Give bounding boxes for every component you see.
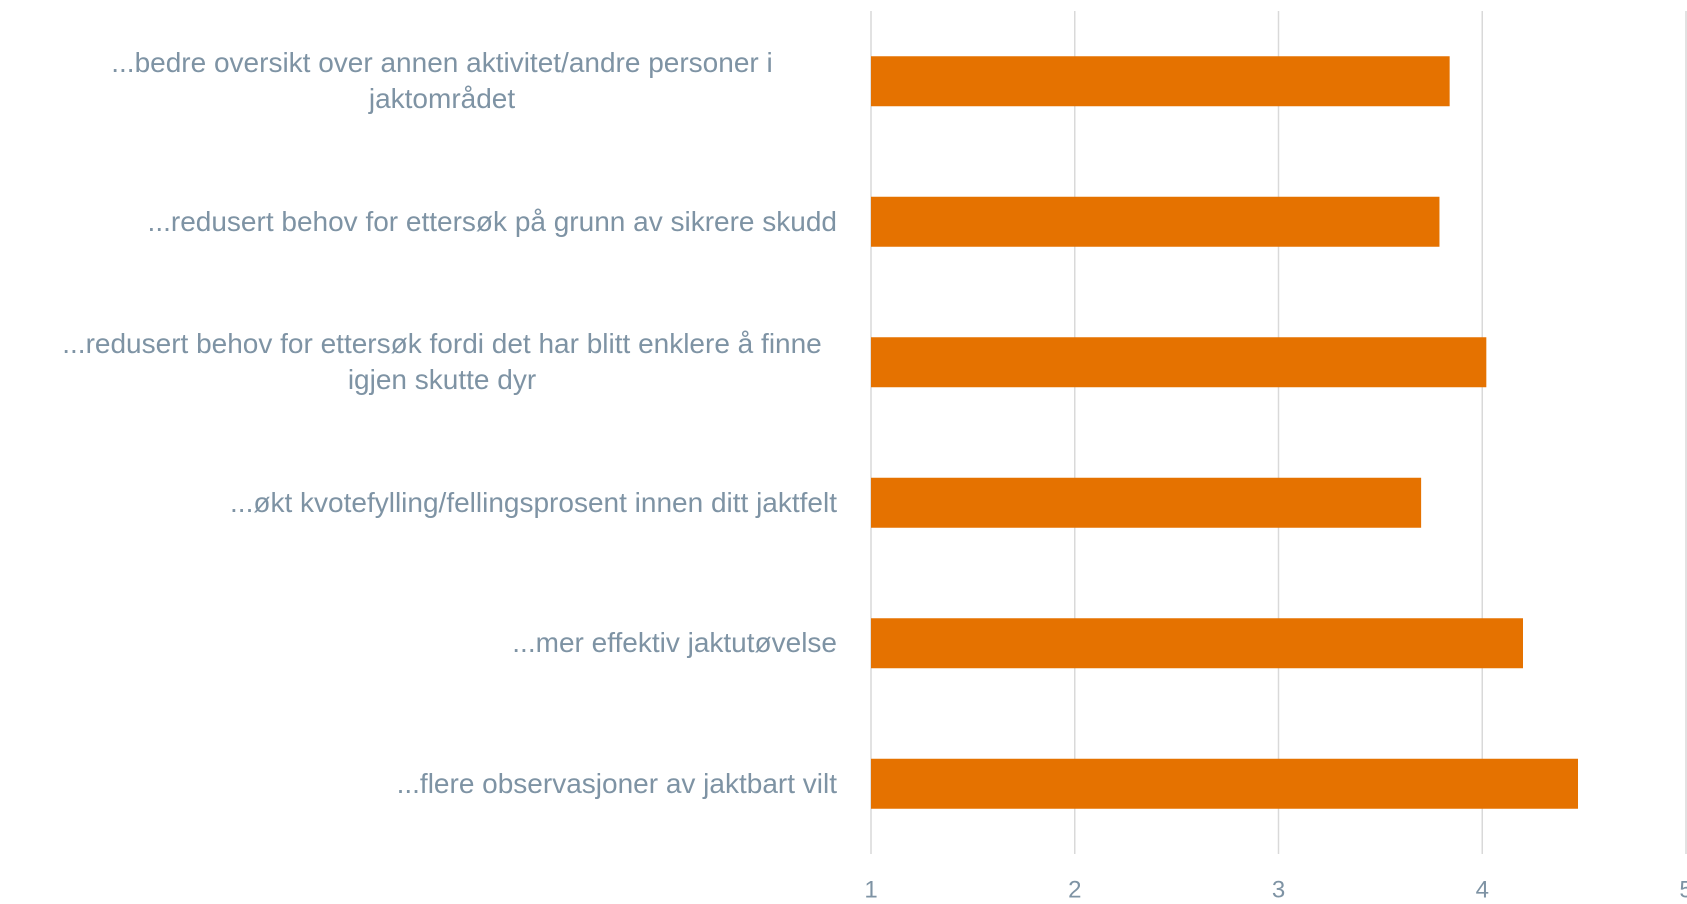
bar <box>871 337 1487 388</box>
x-tick-label: 4 <box>1476 876 1489 903</box>
category-label: ...flere observasjoner av jaktbart vilt <box>396 767 837 799</box>
bar <box>871 56 1450 107</box>
category-label: ...bedre oversikt over annen aktivitet/a… <box>111 47 773 115</box>
x-tick-label: 3 <box>1272 876 1285 903</box>
x-tick-label: 2 <box>1068 876 1081 903</box>
x-tick-label: 5 <box>1679 876 1687 903</box>
bar <box>871 477 1422 528</box>
category-label: ...mer effektiv jaktutøvelse <box>512 627 837 659</box>
bar <box>871 758 1579 809</box>
bar <box>871 618 1523 669</box>
bar <box>871 196 1440 247</box>
category-label: ...redusert behov for ettersøk på grunn … <box>147 205 837 237</box>
category-label: ...redusert behov for ettersøk fordi det… <box>62 328 822 396</box>
x-tick-label: 1 <box>864 876 877 903</box>
category-label: ...økt kvotefylling/fellingsprosent inne… <box>230 486 837 518</box>
